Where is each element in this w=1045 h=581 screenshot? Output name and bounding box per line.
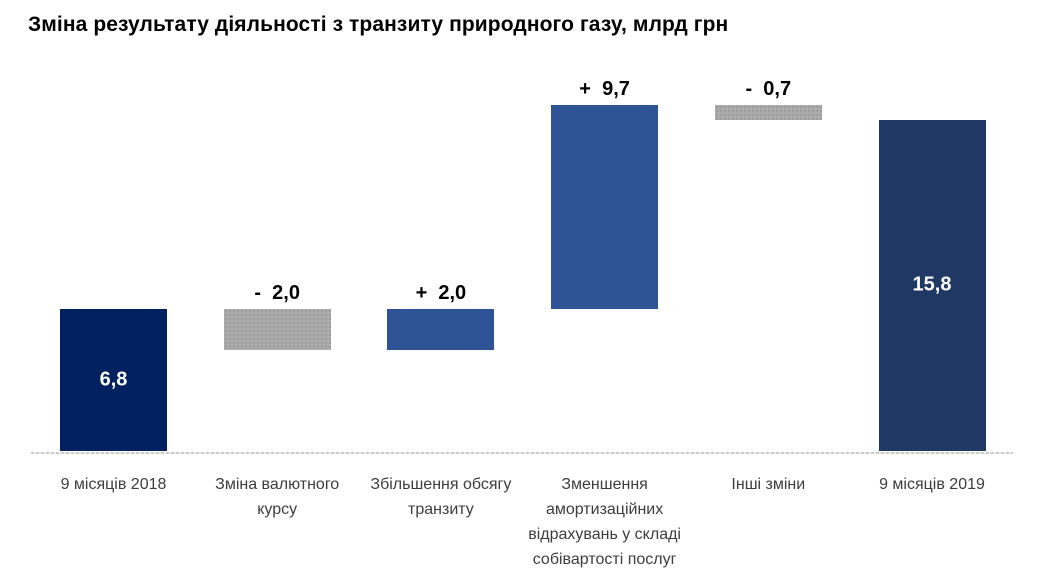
bar-6-total-end: 15,8 [878, 119, 986, 451]
category-label-4: Зменшення амортизаційних відрахувань у с… [528, 476, 681, 568]
category-label-6: 9 місяців 2019 [879, 476, 985, 493]
bar-3-increase [387, 308, 495, 351]
x-axis-baseline [31, 452, 1013, 454]
bar-4-increase [551, 105, 659, 309]
category-label-3: Збільшення обсягу транзиту [370, 476, 512, 518]
bar-value-label-above: + 2,0 [415, 281, 467, 304]
category-label-2: Зміна валютного курсу [215, 476, 340, 518]
bar-2-decrease [223, 308, 331, 351]
category-label-5: Інші зміни [731, 476, 806, 493]
category-label-1: 9 місяців 2018 [60, 476, 167, 493]
bar-value-label-inside: 6,8 [99, 368, 128, 391]
bar-5-decrease [714, 105, 822, 120]
bar-value-label-inside: 15,8 [912, 273, 952, 296]
bar-value-label-above: - 2,0 [254, 281, 300, 304]
chart-title: Зміна результату діяльності з транзиту п… [28, 13, 729, 36]
bar-value-label-above: + 9,7 [579, 78, 630, 101]
bar-1-total-start: 6,8 [60, 308, 167, 451]
bar-value-label-above: - 0,7 [745, 78, 792, 101]
